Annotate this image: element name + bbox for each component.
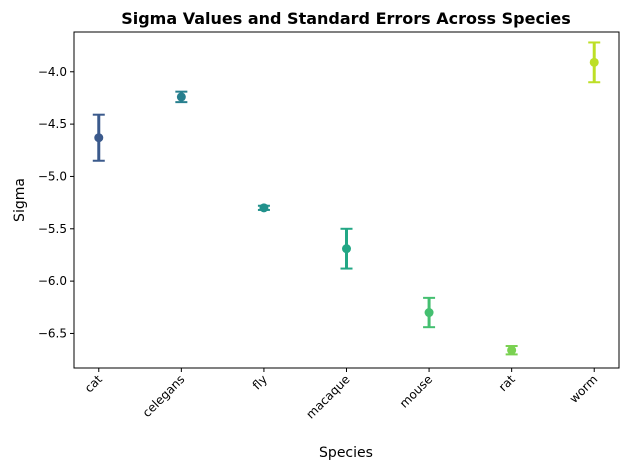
data-point-rat [505, 345, 518, 356]
marker [176, 92, 186, 102]
marker [342, 244, 351, 254]
y-axis-label: Sigma [12, 178, 28, 222]
y-tick-label: −5.5 [38, 222, 67, 236]
x-tick-label-celegans: celegans [140, 372, 188, 420]
y-axis: −6.5 −6.0 −5.5 −5.0 −4.5 −4.0 [38, 65, 74, 340]
marker [507, 345, 517, 355]
marker [94, 133, 104, 143]
y-tick-label: −4.5 [38, 117, 67, 131]
data-point-macaque [340, 227, 353, 270]
data-point-celegans [175, 90, 188, 104]
plot-area [92, 41, 601, 356]
x-tick-label-rat: rat [496, 372, 518, 394]
x-tick-label-cat: cat [82, 372, 105, 395]
data-point-mouse [423, 296, 436, 329]
x-axis: cat celegans fly macaque mouse rat worm [82, 368, 601, 421]
y-tick-label: −6.5 [38, 326, 67, 340]
x-tick-label-worm: worm [567, 372, 601, 406]
x-axis-label: Species [319, 445, 373, 461]
y-tick-label: −4.0 [38, 65, 67, 79]
data-point-fly [257, 203, 270, 213]
y-tick-label: −5.0 [38, 169, 67, 183]
marker [259, 203, 269, 213]
x-tick-label-mouse: mouse [397, 372, 435, 410]
marker [589, 57, 599, 67]
x-tick-label-macaque: macaque [303, 372, 352, 421]
chart-title: Sigma Values and Standard Errors Across … [121, 9, 571, 28]
marker [424, 308, 434, 318]
data-point-worm [588, 41, 601, 84]
data-point-cat [92, 113, 105, 162]
x-tick-label-fly: fly [250, 372, 270, 392]
y-tick-label: −6.0 [38, 274, 67, 288]
plot-frame [73, 31, 620, 369]
